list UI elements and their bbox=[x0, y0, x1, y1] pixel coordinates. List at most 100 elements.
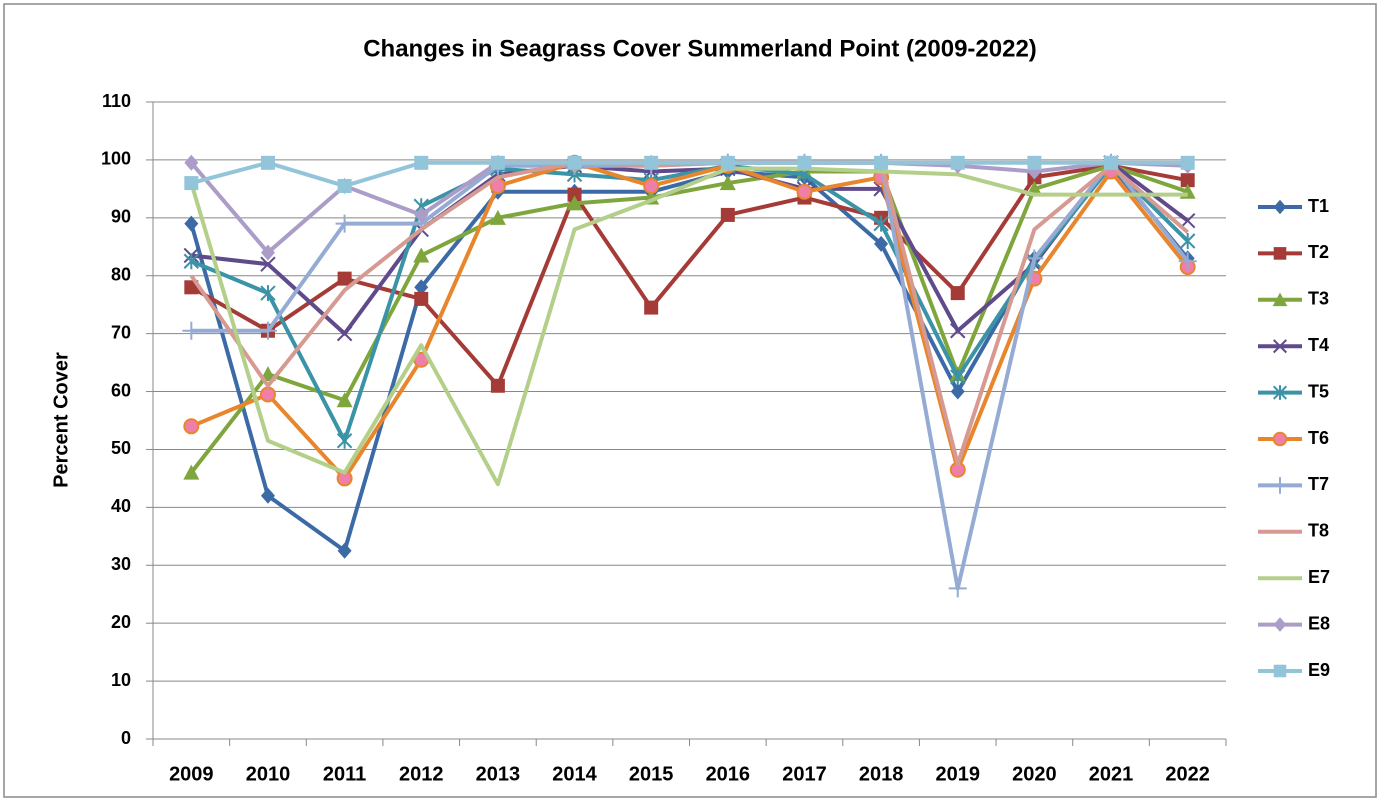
data-point bbox=[1025, 249, 1044, 268]
x-tick-label: 2019 bbox=[936, 763, 981, 785]
legend-label: E8 bbox=[1308, 613, 1330, 633]
data-point bbox=[490, 155, 505, 170]
data-point bbox=[414, 155, 429, 170]
legend-label: T6 bbox=[1308, 428, 1329, 448]
data-point bbox=[1027, 155, 1042, 170]
data-point bbox=[413, 247, 430, 263]
chart-title: Changes in Seagrass Cover Summerland Poi… bbox=[363, 35, 1037, 62]
x-tick-label: 2020 bbox=[1012, 763, 1057, 785]
x-tick-label: 2022 bbox=[1165, 763, 1210, 785]
data-point bbox=[489, 209, 506, 225]
legend-marker bbox=[1272, 292, 1288, 307]
legend-marker bbox=[1273, 199, 1287, 215]
y-tick-label: 80 bbox=[111, 264, 131, 284]
legend-marker bbox=[1272, 431, 1288, 447]
legend-label: T4 bbox=[1308, 335, 1329, 355]
data-point bbox=[720, 155, 735, 170]
data-point bbox=[950, 369, 966, 386]
data-point bbox=[337, 542, 352, 559]
data-point bbox=[874, 155, 889, 170]
x-tick-label: 2021 bbox=[1089, 763, 1134, 785]
x-tick-label: 2013 bbox=[476, 763, 521, 785]
legend-label: E9 bbox=[1308, 660, 1330, 680]
data-point bbox=[260, 285, 276, 302]
legend-label: T3 bbox=[1308, 289, 1329, 309]
data-point bbox=[336, 432, 353, 449]
data-point bbox=[336, 325, 353, 342]
data-point bbox=[874, 235, 889, 252]
x-tick-label: 2017 bbox=[782, 763, 827, 785]
data-point bbox=[184, 215, 199, 232]
data-point bbox=[1180, 155, 1195, 170]
legend-marker bbox=[1272, 385, 1288, 400]
data-point bbox=[1178, 252, 1197, 271]
y-tick-label: 10 bbox=[111, 670, 131, 690]
data-point bbox=[567, 187, 582, 202]
series-line bbox=[190, 160, 1188, 188]
data-point bbox=[644, 155, 659, 170]
series-line bbox=[189, 163, 1189, 474]
data-point bbox=[797, 155, 812, 170]
data-point bbox=[260, 155, 275, 170]
y-tick-label: 90 bbox=[111, 207, 131, 227]
data-point bbox=[950, 155, 965, 170]
data-point bbox=[259, 386, 276, 403]
y-tick-label: 0 bbox=[121, 728, 131, 748]
x-tick-label: 2015 bbox=[629, 763, 674, 785]
y-tick-label: 60 bbox=[111, 380, 131, 400]
data-point bbox=[873, 215, 889, 232]
y-axis-label: Percent Cover bbox=[50, 352, 72, 488]
legend-label: T1 bbox=[1308, 196, 1329, 216]
y-tick-label: 70 bbox=[111, 322, 131, 342]
data-point bbox=[336, 392, 353, 408]
x-tick-label: 2010 bbox=[246, 763, 291, 785]
data-point bbox=[184, 176, 199, 191]
data-point bbox=[719, 175, 736, 191]
data-point bbox=[414, 291, 429, 306]
data-point bbox=[414, 206, 429, 223]
data-point bbox=[720, 207, 735, 222]
y-tick-label: 100 bbox=[101, 149, 131, 169]
legend-marker bbox=[1273, 247, 1287, 260]
legend-label: E7 bbox=[1308, 567, 1330, 587]
data-point bbox=[337, 178, 352, 193]
data-point bbox=[182, 321, 201, 340]
legend-marker bbox=[1272, 339, 1288, 354]
data-point bbox=[1180, 173, 1195, 188]
chart-frame bbox=[3, 3, 1377, 798]
legend-label: T2 bbox=[1308, 242, 1329, 262]
data-point bbox=[1179, 232, 1196, 249]
data-point bbox=[258, 321, 277, 340]
data-point bbox=[948, 579, 967, 598]
data-point bbox=[183, 253, 200, 270]
series-line bbox=[190, 163, 1190, 443]
legend-label: T8 bbox=[1308, 521, 1329, 541]
data-point bbox=[260, 487, 275, 504]
y-tick-label: 110 bbox=[102, 91, 131, 111]
x-tick-label: 2009 bbox=[169, 763, 214, 785]
data-point bbox=[950, 286, 965, 301]
data-point bbox=[260, 256, 276, 272]
x-tick-label: 2016 bbox=[706, 763, 751, 785]
data-point bbox=[183, 418, 200, 435]
data-point bbox=[950, 323, 966, 339]
series-line bbox=[191, 160, 1189, 336]
data-point bbox=[490, 378, 505, 393]
y-tick-label: 30 bbox=[111, 554, 131, 574]
data-point bbox=[796, 183, 813, 200]
y-tick-label: 40 bbox=[111, 496, 131, 516]
y-tick-label: 50 bbox=[111, 438, 131, 458]
x-tick-label: 2018 bbox=[859, 763, 904, 785]
legend-marker bbox=[1273, 617, 1287, 632]
x-tick-label: 2014 bbox=[552, 763, 597, 785]
x-tick-label: 2012 bbox=[399, 763, 444, 785]
data-point bbox=[566, 195, 583, 211]
data-point bbox=[567, 155, 582, 170]
legend-label: T5 bbox=[1308, 381, 1329, 401]
data-point bbox=[183, 464, 200, 480]
data-point bbox=[643, 177, 660, 194]
data-point bbox=[644, 300, 659, 315]
y-tick-label: 20 bbox=[111, 612, 131, 632]
legend-marker bbox=[1271, 477, 1289, 494]
